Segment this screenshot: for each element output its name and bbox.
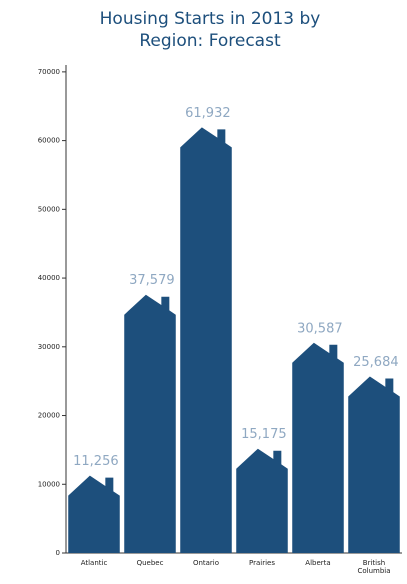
y-tick-label: 10000 [38, 480, 60, 488]
bar [348, 376, 400, 553]
value-label: 15,175 [241, 427, 287, 442]
y-tick-label: 50000 [38, 205, 60, 213]
y-tick-label: 70000 [38, 68, 60, 76]
bar [68, 475, 120, 553]
value-label: 61,932 [185, 106, 231, 121]
value-label: 30,587 [297, 321, 343, 336]
chart-title: Housing Starts in 2013 by Region: Foreca… [99, 9, 321, 51]
x-tick-label: Ontario [192, 559, 220, 567]
x-tick-label: Atlantic [80, 559, 108, 567]
bar [180, 127, 232, 553]
x-tick-label: British Columbia [357, 559, 391, 575]
x-tick-label: Quebec [136, 559, 164, 567]
x-tick-label: Alberta [305, 559, 331, 567]
x-tick-label: Prairies [249, 559, 275, 567]
y-tick-label: 30000 [38, 343, 60, 351]
y-tick-label: 20000 [38, 412, 60, 420]
value-label: 11,256 [73, 454, 119, 469]
value-label: 25,684 [353, 355, 399, 370]
y-tick-label: 40000 [38, 274, 60, 282]
value-label: 37,579 [129, 273, 175, 288]
bar [236, 448, 288, 553]
y-tick-label: 60000 [38, 137, 60, 145]
bar [292, 342, 344, 553]
y-tick-label: 0 [56, 549, 60, 557]
bar [124, 294, 176, 553]
